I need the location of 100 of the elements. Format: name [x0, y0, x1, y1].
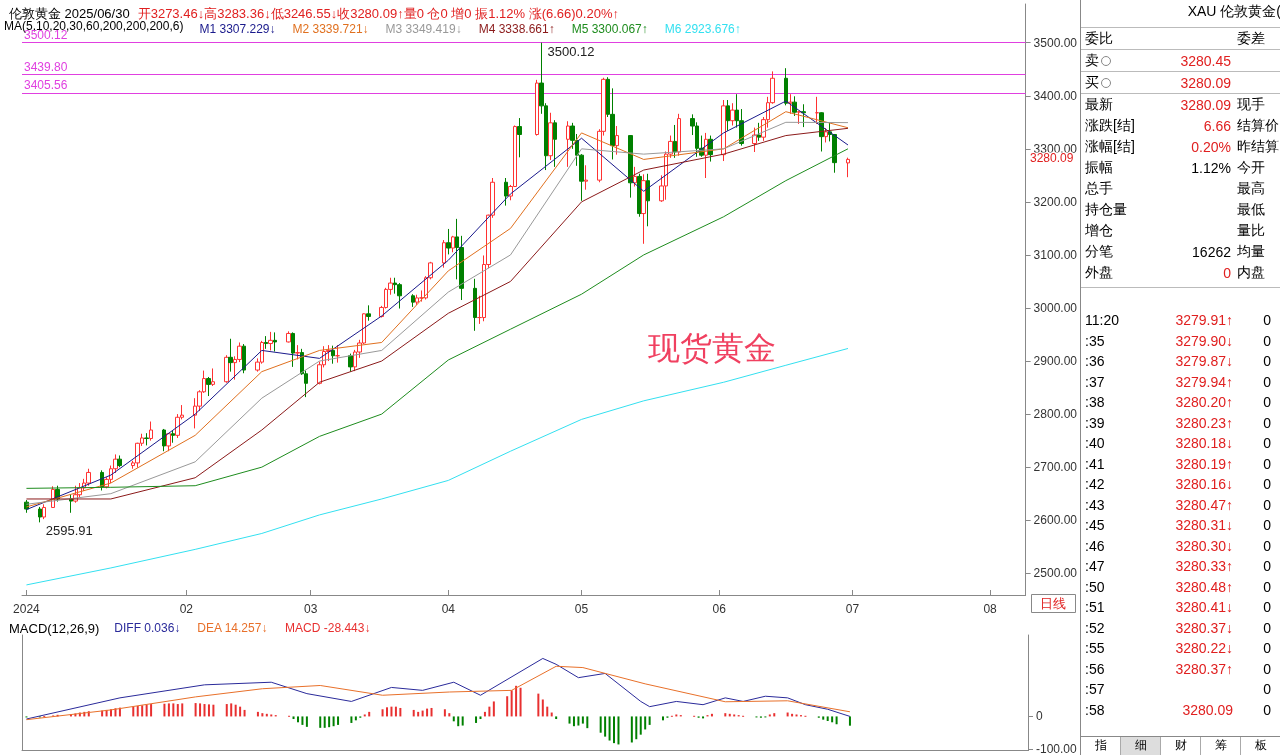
text: :35: [1084, 332, 1106, 349]
text: 0: [1262, 517, 1272, 534]
text: 3280.41↓: [1174, 599, 1233, 616]
text: 卖: [1084, 51, 1100, 70]
x-tick-label: 04: [441, 602, 456, 616]
text: :51: [1084, 599, 1106, 616]
text: 0: [1262, 476, 1272, 493]
text: 0: [1262, 701, 1272, 718]
y-tick-label: 3100.00: [1033, 247, 1078, 262]
x-tick-label: 08: [983, 602, 998, 616]
ref-line-label: 3405.56: [24, 77, 68, 92]
text: 3280.09: [1179, 96, 1231, 113]
text: 内盘: [1236, 263, 1266, 282]
text: :37: [1084, 373, 1106, 390]
text: :38: [1084, 394, 1106, 411]
category-label: 板: [1241, 737, 1280, 755]
text: 3280.09: [1179, 74, 1231, 91]
y-tick-label: 2900.00: [1033, 354, 1078, 369]
chart-title: MACD(12,26,9): [9, 621, 100, 636]
text: 0: [1262, 455, 1272, 472]
text: 最低: [1236, 200, 1266, 219]
text: 0: [1262, 353, 1272, 370]
y-tick-label: -100.00: [1036, 742, 1078, 755]
x-tick-label: 02: [179, 602, 194, 616]
annotation: 现货黄金: [648, 330, 776, 367]
text: 涨跌[结]: [1084, 116, 1136, 135]
ref-line-label: 3439.80: [24, 59, 68, 74]
text: XAU 伦敦黄金(: [1081, 0, 1280, 28]
text: 0: [1262, 332, 1272, 349]
text: :52: [1084, 619, 1106, 636]
annotation: 3500.12: [547, 43, 595, 59]
text: 0: [1262, 660, 1272, 677]
text: M4 3338.661↑: [478, 22, 555, 36]
text: 0: [1262, 414, 1272, 431]
text: :47: [1084, 558, 1106, 575]
text: 委差: [1236, 29, 1266, 48]
text: 3279.87↓: [1174, 353, 1233, 370]
text: 分笔: [1084, 242, 1114, 261]
text: 6.66: [1202, 117, 1231, 134]
text: :39: [1084, 414, 1106, 431]
text: 最高: [1236, 179, 1266, 198]
text: 3280.20↑: [1174, 394, 1233, 411]
y-tick-label: 2600.00: [1033, 513, 1078, 528]
text: :41: [1084, 455, 1106, 472]
text: 涨幅[结]: [1084, 137, 1136, 156]
x-tick-label: 05: [574, 602, 589, 616]
text: 0: [1262, 599, 1272, 616]
chart-subtitle: 开3273.46↓高3283.36↓低3246.55↓收3280.09↑量0 仓0 增0 振1.12% 涨(6.66)0.20%↑: [137, 6, 619, 21]
text: M2 3339.721↓: [292, 22, 369, 36]
y-tick-label: 0: [1036, 709, 1043, 724]
text: 结算价: [1236, 116, 1280, 135]
text: 0: [1262, 496, 1272, 513]
category-label: 细: [1121, 737, 1161, 755]
text: 0.20%: [1190, 138, 1231, 155]
text: 均量: [1236, 242, 1266, 261]
text: M5 3300.067↑: [571, 22, 648, 36]
y-tick-label: 3000.00: [1033, 300, 1078, 315]
text: 16262: [1191, 243, 1231, 260]
text: 0: [1262, 312, 1272, 329]
y-tick-label: 3500.00: [1033, 35, 1078, 50]
category-label: 指: [1081, 737, 1121, 755]
text: 现手: [1236, 95, 1266, 114]
text: M6 2923.676↑: [664, 22, 741, 36]
text: MACD -28.443↓: [285, 621, 371, 635]
text: 3280.37↓: [1174, 619, 1233, 636]
text: 0: [1262, 619, 1272, 636]
text: 增仓: [1084, 221, 1114, 240]
text: 3280.33↑: [1174, 558, 1233, 575]
text: 3280.47↑: [1174, 496, 1233, 513]
text: 昨结算: [1236, 137, 1280, 156]
text: :46: [1084, 537, 1106, 554]
text: 1.12%: [1190, 159, 1231, 176]
text: 3280.23↑: [1174, 414, 1233, 431]
text: 0: [1262, 373, 1272, 390]
text: DIFF 0.036↓: [114, 621, 181, 635]
text: :55: [1084, 640, 1106, 657]
y-tick-label: 2700.00: [1033, 460, 1078, 475]
y-tick-label: 2500.00: [1033, 566, 1078, 581]
text: :40: [1084, 435, 1106, 452]
text: 0: [1262, 537, 1272, 554]
y-tick-label: 3400.00: [1033, 88, 1078, 103]
annotation: 2595.91: [45, 523, 93, 539]
text: 日线: [1039, 595, 1066, 611]
text: 振幅: [1084, 158, 1114, 177]
text: 0: [1222, 264, 1231, 281]
text: 3279.91↑: [1174, 312, 1233, 329]
text: 3280.22↓: [1174, 640, 1233, 657]
text: 3279.94↑: [1174, 373, 1233, 390]
category-label: 财: [1161, 737, 1201, 755]
text: 持仓量: [1084, 200, 1128, 219]
text: M1 3307.229↓: [199, 22, 276, 36]
text: 3280.09: [1181, 701, 1233, 718]
text: 0: [1262, 640, 1272, 657]
category-label: 筹: [1201, 737, 1241, 755]
y-tick-label: 2800.00: [1033, 407, 1078, 422]
text: 买: [1084, 73, 1100, 92]
text: 11:20: [1084, 312, 1120, 329]
text: :57: [1084, 681, 1106, 698]
text: 3280.30↓: [1174, 537, 1233, 554]
text: :36: [1084, 353, 1106, 370]
